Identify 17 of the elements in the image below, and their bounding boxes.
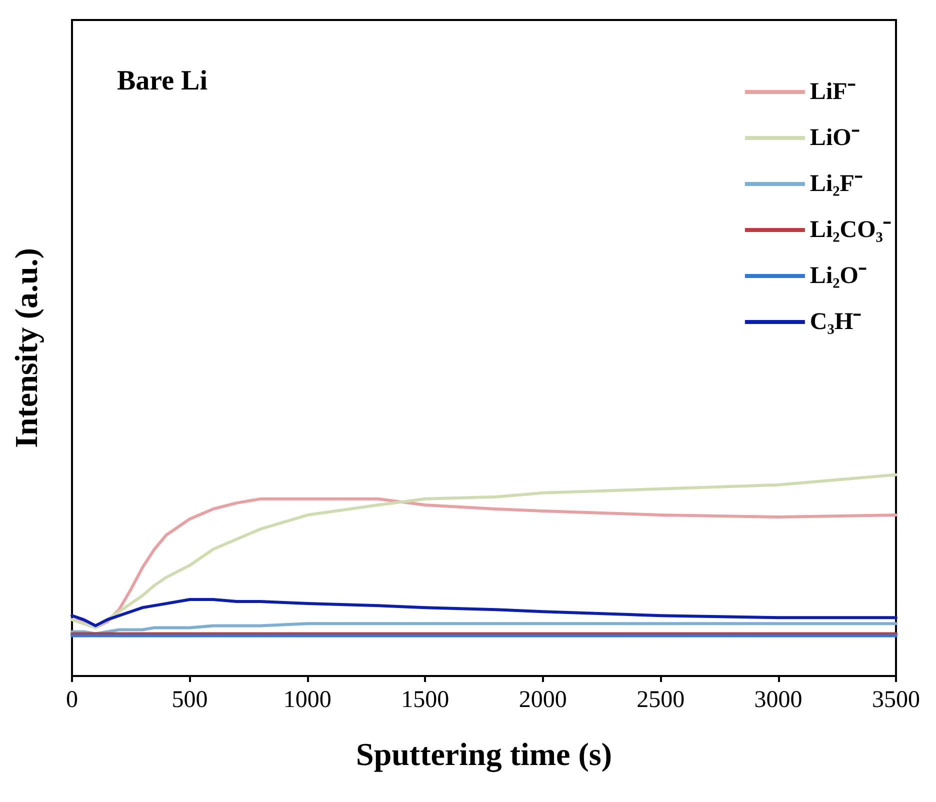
x-tick-label: 1500 <box>401 687 450 713</box>
x-tick-label: 500 <box>172 687 208 713</box>
x-tick-label: 2500 <box>636 687 685 713</box>
legend-label: LiF⁻ <box>810 79 856 105</box>
y-axis-title: Intensity (a.u.) <box>8 248 44 448</box>
chart-title: Bare Li <box>117 66 208 96</box>
legend-label: LiO⁻ <box>810 125 860 151</box>
legend-label: C₃H⁻ <box>810 309 862 335</box>
x-axis-title: Sputtering time (s) <box>356 736 612 773</box>
legend-label: Li₂F⁻ <box>810 171 862 197</box>
x-tick-label: 1000 <box>283 687 332 713</box>
x-tick-label: 3500 <box>872 687 920 713</box>
x-tick-label: 2000 <box>518 687 567 713</box>
legend-label: Li₂CO₃⁻ <box>810 217 892 243</box>
x-tick-label: 3000 <box>754 687 802 713</box>
legend-label: Li₂O⁻ <box>810 263 866 289</box>
x-tick-label: 0 <box>66 687 78 713</box>
